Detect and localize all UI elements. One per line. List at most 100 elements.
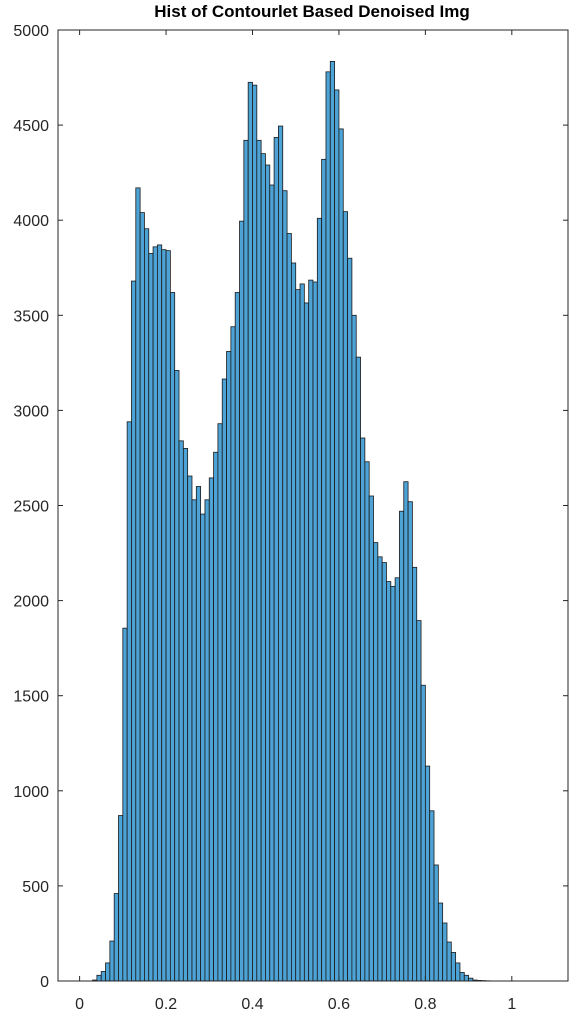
x-tick-label: 1 — [507, 996, 516, 1013]
histogram-bar — [244, 140, 248, 981]
histogram-bar — [231, 327, 235, 981]
y-tick-label: 5000 — [13, 23, 49, 40]
histogram-bar — [136, 188, 140, 981]
histogram-bar — [425, 766, 429, 981]
y-tick-label: 2000 — [13, 594, 49, 611]
histogram-bar — [240, 221, 244, 981]
histogram-bar — [153, 247, 157, 981]
histogram-bar — [430, 811, 434, 981]
histogram-bar — [374, 543, 378, 981]
histogram-bar — [317, 218, 321, 981]
histogram-bar — [97, 975, 101, 981]
histogram-bar — [205, 500, 209, 981]
histogram-bar — [378, 557, 382, 981]
histogram-bar — [443, 923, 447, 981]
y-tick-label: 2500 — [13, 499, 49, 516]
histogram-bar — [309, 280, 313, 981]
histogram-bar — [404, 482, 408, 981]
histogram-bar — [175, 370, 179, 981]
histogram-bar — [106, 963, 110, 981]
histogram-bar — [421, 685, 425, 981]
histogram-bar — [265, 165, 269, 981]
histogram-bar — [456, 963, 460, 981]
histogram-bar — [386, 582, 390, 981]
histogram-bar — [127, 422, 131, 981]
histogram-bar — [352, 315, 356, 981]
x-tick-label: 0 — [75, 996, 84, 1013]
histogram-bar — [270, 185, 274, 981]
x-tick-label: 0.6 — [328, 996, 350, 1013]
histogram-bar — [144, 229, 148, 981]
histogram-bar — [304, 303, 308, 981]
histogram-bar — [179, 441, 183, 981]
y-tick-label: 0 — [40, 974, 49, 991]
histogram-bar — [214, 452, 218, 981]
y-tick-label: 4000 — [13, 213, 49, 230]
histogram-bar — [227, 351, 231, 981]
y-tick-label: 3000 — [13, 403, 49, 420]
histogram-bar — [283, 191, 287, 981]
histogram-bar — [330, 61, 334, 981]
histogram-bar — [361, 438, 365, 981]
histogram-bar — [300, 284, 304, 981]
histogram-bar — [278, 126, 282, 981]
histogram-bar — [149, 253, 153, 981]
histogram-bar — [222, 379, 226, 981]
histogram-bar — [356, 357, 360, 981]
histogram-bar — [322, 159, 326, 981]
y-tick-label: 3500 — [13, 308, 49, 325]
histogram-bar — [119, 816, 123, 981]
x-tick-label: 0.2 — [155, 996, 177, 1013]
histogram-bar — [248, 82, 252, 981]
histogram-bar — [313, 282, 317, 981]
histogram-bar — [170, 292, 174, 981]
histogram-bar — [114, 894, 118, 981]
histogram-bar — [399, 511, 403, 981]
y-tick-label: 500 — [22, 879, 49, 896]
histogram-bar — [196, 486, 200, 981]
y-tick-label: 1000 — [13, 784, 49, 801]
histogram-bar — [157, 245, 161, 981]
histogram-bar — [464, 975, 468, 981]
histogram-bar — [412, 567, 416, 981]
histogram-bar — [369, 496, 373, 981]
x-tick-label: 0.8 — [414, 996, 436, 1013]
y-tick-label: 4500 — [13, 118, 49, 135]
histogram-bar — [274, 137, 278, 981]
histogram-bar — [188, 476, 192, 981]
histogram-bar — [339, 129, 343, 981]
histogram-bar — [326, 72, 330, 981]
histogram-bar — [382, 563, 386, 981]
histogram-bar — [166, 251, 170, 981]
x-tick-label: 0.4 — [241, 996, 263, 1013]
chart-title: Hist of Contourlet Based Denoised Img — [154, 2, 469, 21]
histogram-bar — [261, 154, 265, 981]
histogram-bar — [123, 628, 127, 981]
histogram-bar — [460, 972, 464, 981]
histogram-bar — [101, 971, 105, 981]
histogram-bar — [287, 234, 291, 981]
histogram-bar — [343, 212, 347, 981]
histogram-bar — [140, 213, 144, 981]
y-tick-label: 1500 — [13, 689, 49, 706]
histogram-bar — [257, 140, 261, 981]
histogram-bar — [201, 514, 205, 981]
histogram-bar — [110, 941, 114, 981]
histogram-bar — [365, 462, 369, 981]
histogram-bar — [408, 502, 412, 981]
histogram-bar — [395, 578, 399, 981]
histogram-bar — [131, 281, 135, 981]
histogram-bar — [218, 424, 222, 981]
histogram-bar — [335, 90, 339, 981]
histogram-bar — [162, 250, 166, 981]
histogram-bar — [447, 942, 451, 981]
histogram-bar — [296, 290, 300, 981]
histogram-bar — [434, 865, 438, 981]
histogram-bar — [417, 621, 421, 981]
histogram-bar — [451, 952, 455, 981]
histogram-bar — [183, 448, 187, 981]
histogram-bar — [348, 258, 352, 981]
histogram-bar — [391, 586, 395, 981]
